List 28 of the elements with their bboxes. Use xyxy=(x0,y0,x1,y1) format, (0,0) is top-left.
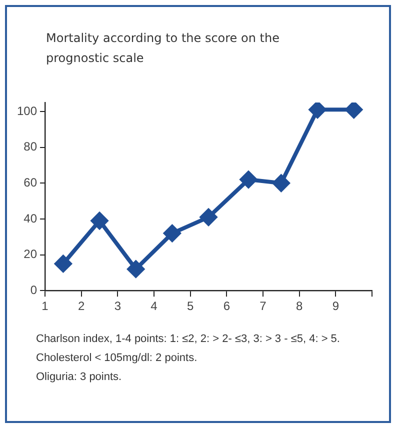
y-tick-label: 60 xyxy=(24,175,38,190)
x-tick-label: 2 xyxy=(78,299,86,314)
y-tick-label: 80 xyxy=(24,140,38,154)
y-tick-label: 40 xyxy=(24,211,38,226)
text: Oliguria: 3 points. xyxy=(36,370,123,385)
point xyxy=(127,260,144,278)
y-tick-label: 0 xyxy=(30,282,38,297)
y-tick-label: 100 xyxy=(16,104,38,118)
text: Charlson index, 1-4 points: 1: ≤2, 2: > 2- ≤3, 3: > 3 - ≤5, 4: > 5. xyxy=(36,332,340,347)
x-tick-label: 5 xyxy=(187,299,194,314)
point xyxy=(164,224,181,242)
point xyxy=(272,174,290,192)
chart-title: Mortality according to the score on the prognostic scale xyxy=(46,30,280,67)
point xyxy=(91,212,108,230)
x-tick-label: 1 xyxy=(42,299,49,314)
x-tick-label: 3 xyxy=(114,299,122,314)
point xyxy=(240,171,257,188)
text: Cholesterol < 105mg/dl: 2 points. xyxy=(36,351,198,366)
point xyxy=(345,102,362,118)
point xyxy=(200,208,218,226)
y-tick-label: 20 xyxy=(24,247,38,262)
x-tick-label: 4 xyxy=(150,299,158,314)
x-tick-label: 6 xyxy=(223,299,230,314)
point xyxy=(54,255,72,272)
x-tick-label: 9 xyxy=(332,299,340,314)
point xyxy=(309,102,326,118)
x-tick-label: 7 xyxy=(260,299,267,314)
x-tick-label: 8 xyxy=(296,299,303,314)
